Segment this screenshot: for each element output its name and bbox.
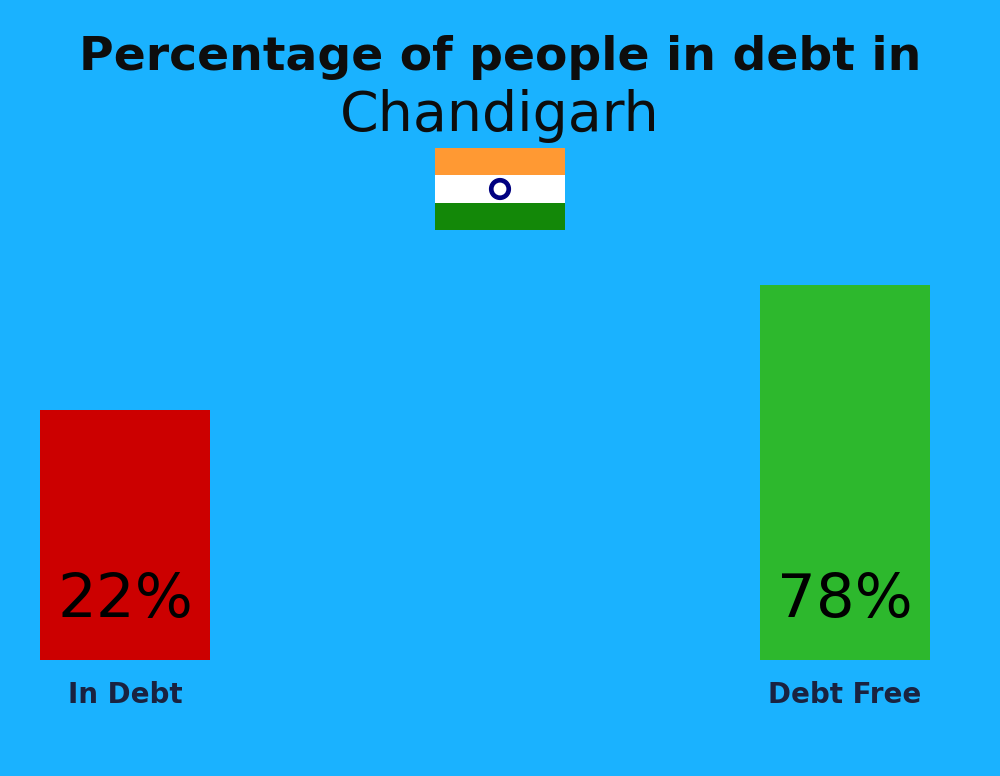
Text: In Debt: In Debt [68, 681, 182, 709]
Text: 22%: 22% [57, 570, 193, 629]
Text: 78%: 78% [777, 570, 913, 629]
Text: Chandigarh: Chandigarh [340, 89, 660, 143]
FancyBboxPatch shape [435, 203, 565, 230]
Circle shape [490, 178, 510, 199]
FancyBboxPatch shape [40, 410, 210, 660]
FancyBboxPatch shape [435, 148, 565, 175]
Text: Debt Free: Debt Free [768, 681, 922, 709]
Circle shape [494, 183, 506, 195]
Text: Percentage of people in debt in: Percentage of people in debt in [79, 36, 921, 81]
FancyBboxPatch shape [760, 285, 930, 660]
FancyBboxPatch shape [435, 175, 565, 203]
